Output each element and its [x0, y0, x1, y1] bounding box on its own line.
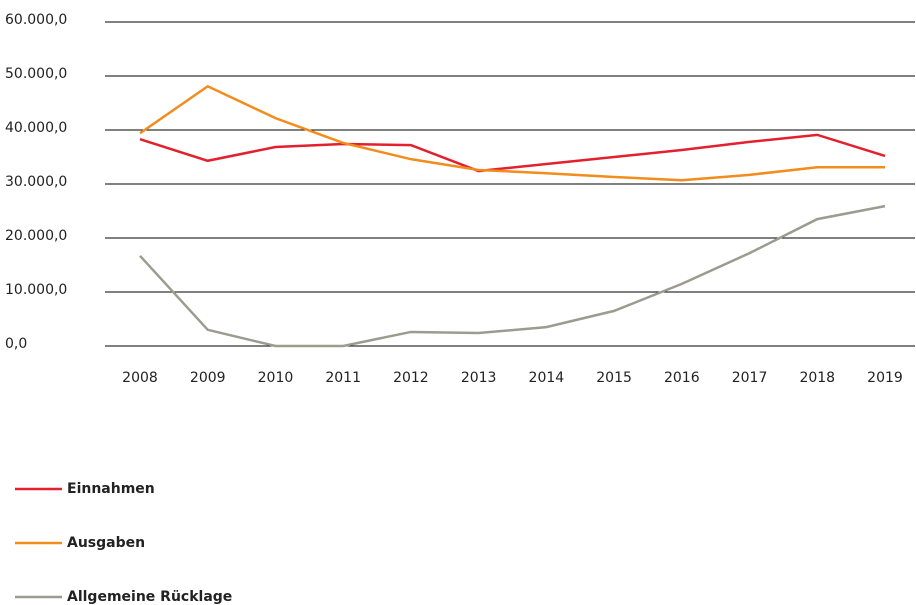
- x-tick-label: 2008: [122, 370, 158, 386]
- y-tick-label: 30.000,0: [5, 174, 67, 190]
- x-tick-label: 2013: [461, 370, 497, 386]
- legend-label: Ausgaben: [67, 535, 145, 551]
- x-tick-label: 2018: [799, 370, 835, 386]
- series-line: [139, 204, 886, 348]
- y-tick-label: 10.000,0: [5, 282, 67, 298]
- x-tick-label: 2014: [529, 370, 565, 386]
- y-tick-label: 40.000,0: [5, 120, 67, 136]
- y-tick-label: 50.000,0: [5, 66, 67, 82]
- x-tick-label: 2016: [664, 370, 700, 386]
- series-line: [139, 133, 886, 173]
- x-tick-label: 2012: [393, 370, 429, 386]
- y-tick-label: 60.000,0: [5, 12, 67, 28]
- x-tick-label: 2009: [190, 370, 226, 386]
- series-line: [139, 84, 885, 182]
- y-tick-label: 20.000,0: [5, 228, 67, 244]
- x-tick-label: 2017: [732, 370, 768, 386]
- x-tick-label: 2019: [867, 370, 903, 386]
- y-tick-label: 0,0: [5, 336, 27, 352]
- legend-label: Allgemeine Rücklage: [67, 589, 232, 605]
- x-tick-label: 2010: [258, 370, 294, 386]
- x-tick-label: 2011: [325, 370, 361, 386]
- legend-label: Einnahmen: [67, 481, 155, 497]
- x-tick-label: 2015: [596, 370, 632, 386]
